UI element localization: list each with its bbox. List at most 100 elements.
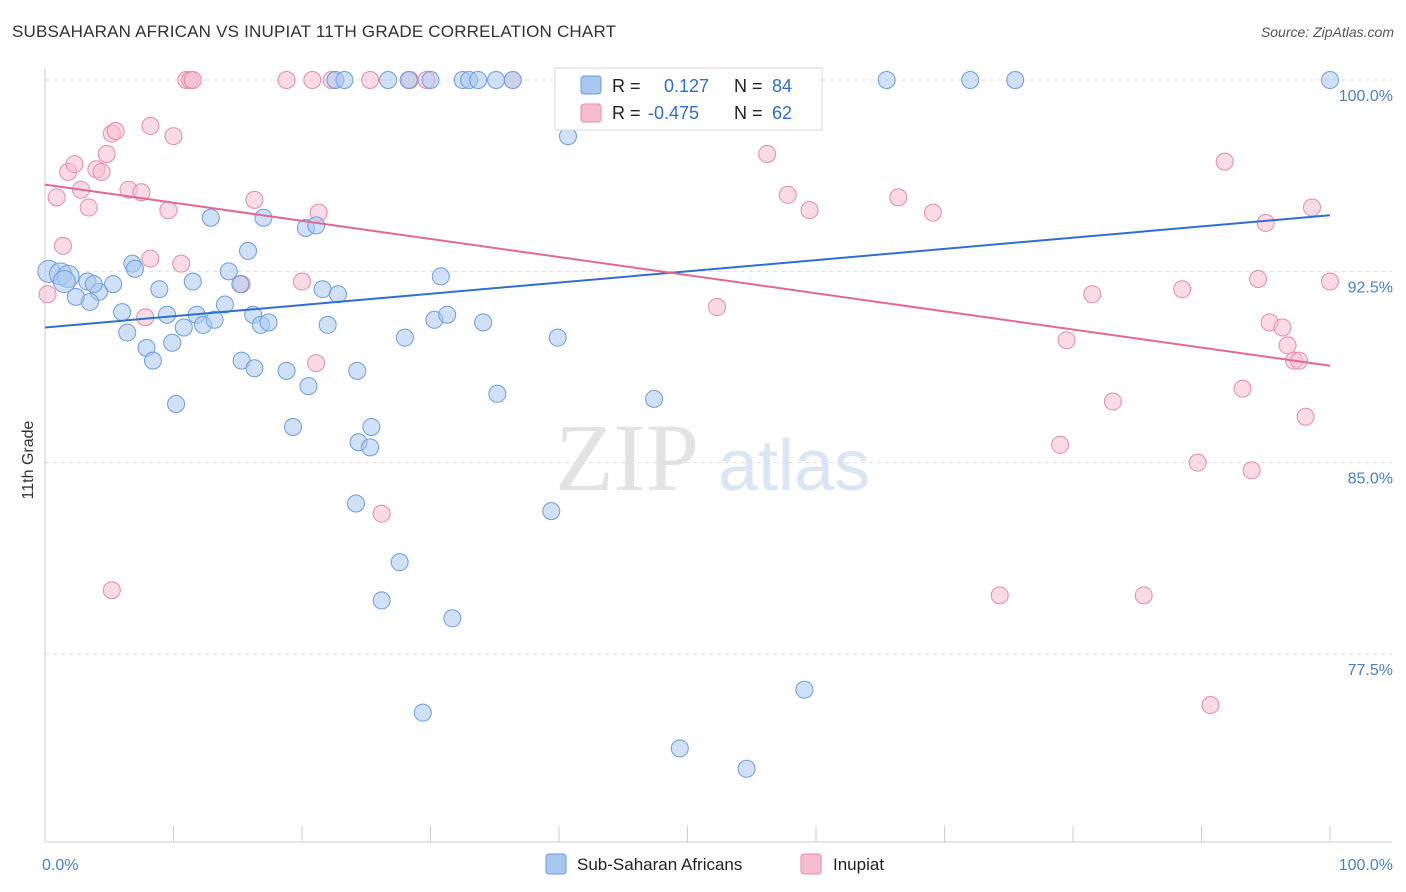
chart-source: Source: ZipAtlas.com [1260, 24, 1394, 40]
sub-saharan-point-8 [104, 275, 123, 294]
sub-saharan-point-78 [1006, 71, 1025, 89]
inupiat-point-24 [245, 190, 264, 209]
sub-saharan-point-69 [421, 71, 440, 89]
inupiat-point-16 [164, 127, 183, 146]
inupiat-point-46 [1215, 152, 1234, 171]
inupiat-point-25 [277, 71, 296, 89]
legend-n-label-pink: N = [734, 103, 763, 123]
sub-saharan-point-67 [379, 71, 398, 89]
series-legend-blue-label: Sub-Saharan Africans [577, 855, 742, 874]
inupiat-point-55 [1321, 272, 1339, 291]
legend-r-value-pink: -0.475 [648, 103, 699, 123]
inupiat-point-60 [1242, 461, 1261, 480]
sub-saharan-point-19 [215, 295, 234, 314]
y-tick-label-3: 100.0% [1339, 88, 1393, 105]
sub-saharan-point-37 [362, 417, 381, 436]
inupiat-point-54 [1303, 198, 1322, 217]
sub-saharan-point-55 [346, 494, 365, 513]
sub-saharan-point-29 [163, 333, 182, 352]
sub-saharan-point-50 [438, 305, 457, 324]
inupiat-point-56 [1256, 213, 1275, 232]
inupiat-point-1 [47, 188, 66, 207]
inupiat-point-27 [303, 71, 322, 89]
series-legend-pink-swatch [800, 853, 822, 875]
inupiat-point-18 [172, 254, 191, 273]
inupiat-point-38 [758, 144, 777, 163]
sub-saharan-point-64 [795, 680, 814, 699]
inupiat-point-51 [1278, 336, 1297, 355]
sub-saharan-point-12 [80, 292, 99, 311]
sub-saharan-point-36 [361, 438, 380, 457]
watermark-atlas: atlas [718, 426, 870, 506]
sub-saharan-point-13 [113, 303, 132, 322]
inupiat-point-53 [1296, 407, 1315, 426]
sub-saharan-point-52 [474, 313, 493, 332]
y-tick-label-1: 85.0% [1348, 471, 1393, 488]
sub-saharan-point-43 [254, 208, 273, 227]
inupiat-point-50 [1273, 318, 1292, 337]
inupiat-point-48 [1249, 269, 1268, 288]
y-tick-label-2: 92.5% [1348, 279, 1393, 296]
legend-n-value-blue: 84 [772, 76, 792, 96]
inupiat-point-26 [293, 272, 311, 291]
sub-saharan-point-15 [174, 318, 193, 337]
inupiat-point-61 [1201, 696, 1220, 715]
sub-saharan-point-22 [259, 313, 278, 332]
legend-n-label-blue: N = [734, 76, 763, 96]
inupiat-point-8 [92, 162, 111, 181]
sub-saharan-point-23 [219, 262, 238, 281]
inupiat-point-59 [1188, 453, 1207, 472]
chart-title: SUBSAHARAN AFRICAN VS INUPIAT 11TH GRADE… [12, 22, 617, 41]
tick-labels: 77.5% 85.0% 92.5% 100.0% 0.0% 100.0% [42, 88, 1393, 874]
y-tick-label-0: 77.5% [1348, 662, 1393, 679]
sub-saharan-point-76 [877, 71, 896, 89]
sub-saharan-point-63 [737, 759, 756, 778]
sub-saharan-point-54 [548, 328, 567, 347]
axes [44, 68, 1392, 843]
sub-saharan-point-79 [1321, 71, 1339, 89]
inupiat-point-41 [889, 188, 908, 207]
legend-blue-swatch [580, 75, 602, 95]
sub-saharan-point-57 [372, 591, 391, 610]
sub-saharan-point-73 [487, 71, 506, 89]
y-axis-label: 11th Grade [20, 420, 37, 499]
inupiat-point-36 [102, 581, 121, 600]
sub-saharan-point-25 [183, 272, 202, 291]
inupiat-point-35 [372, 504, 391, 523]
sub-saharan-point-38 [348, 361, 367, 380]
sub-saharan-point-58 [443, 609, 462, 628]
inupiat-point-30 [361, 71, 380, 89]
sub-saharan-trend-line [44, 214, 1331, 329]
x-tick-label-1: 100.0% [1339, 857, 1393, 874]
inupiat-point-17 [141, 249, 160, 268]
legend-r-label-blue: R = [612, 76, 641, 96]
sub-saharan-point-74 [503, 71, 522, 89]
inupiat-point-6 [79, 198, 98, 217]
inupiat-point-4 [65, 155, 84, 174]
sub-saharan-point-62 [670, 739, 689, 758]
sub-saharan-point-44 [239, 241, 258, 260]
inupiat-point-43 [1057, 331, 1076, 350]
sub-saharan-point-45 [313, 280, 332, 299]
inupiat-point-15 [159, 201, 178, 220]
inupiat-point-57 [1051, 435, 1070, 454]
legend-pink-swatch [580, 103, 602, 123]
inupiat-point-9 [97, 144, 116, 163]
sub-saharan-point-18 [205, 310, 224, 329]
sub-saharan-point-34 [284, 417, 303, 436]
legend-n-value-pink: 62 [772, 103, 792, 123]
inupiat-point-39 [778, 185, 797, 204]
inupiat-point-40 [800, 201, 819, 220]
sub-saharan-point-53 [488, 384, 507, 403]
sub-saharan-point-46 [328, 285, 347, 304]
inupiat-points [38, 71, 1339, 715]
inupiat-point-63 [1134, 586, 1153, 605]
sub-saharan-point-72 [469, 71, 488, 89]
series-legend-blue-swatch [545, 853, 567, 875]
series-legend: Sub-Saharan Africans Inupiat [545, 853, 884, 875]
sub-saharan-point-48 [395, 328, 414, 347]
sub-saharan-point-33 [299, 377, 318, 396]
inupiat-point-58 [1103, 392, 1122, 411]
sub-saharan-point-32 [277, 361, 296, 380]
sub-saharan-point-24 [231, 275, 250, 294]
